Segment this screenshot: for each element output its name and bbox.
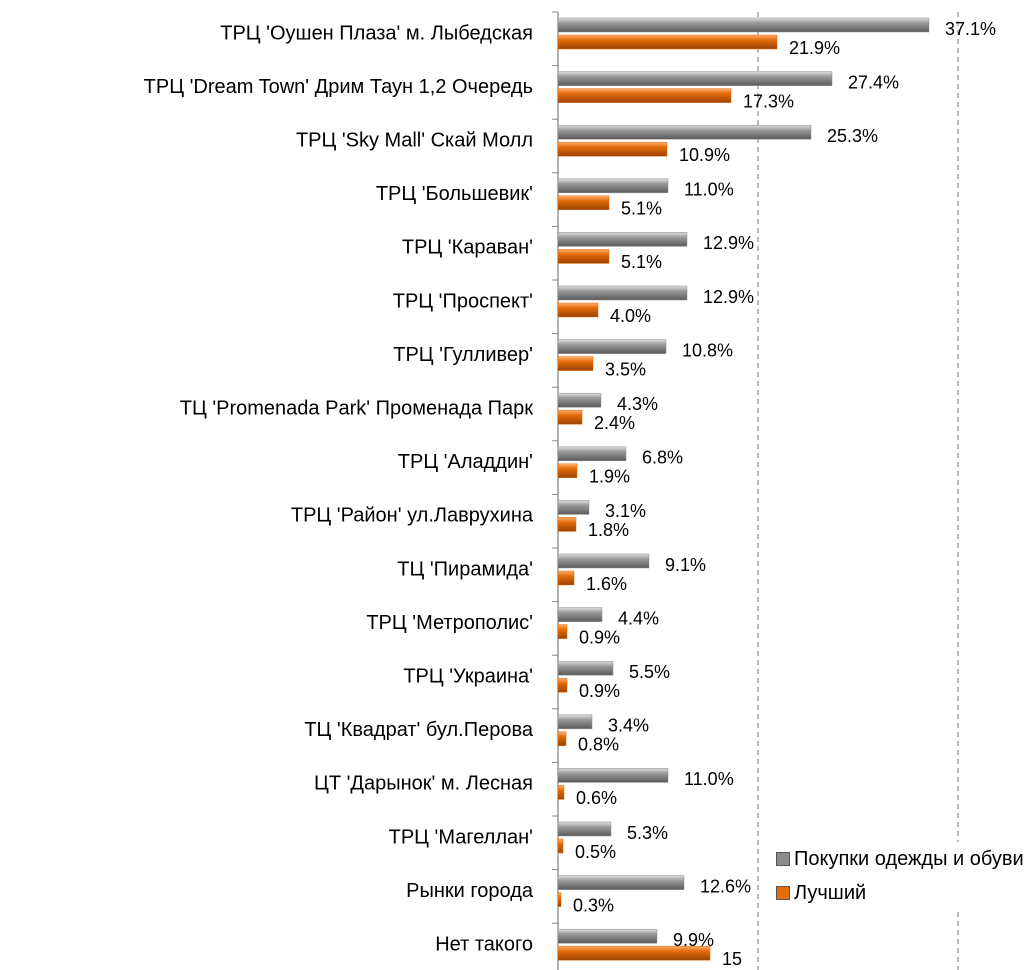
value-label: 0.8%	[578, 735, 619, 755]
category-label: ТРЦ 'Dream Town' Дрим Таун 1,2 Очередь	[144, 76, 533, 98]
legend-label: Покупки одежды и обуви	[794, 848, 1024, 870]
category-label: ТЦ 'Promenada Park' Променада Парк	[180, 397, 533, 419]
category-label: ТЦ 'Квадрат' бул.Перова	[304, 719, 534, 741]
value-label: 11.0%	[684, 769, 734, 789]
category-label: ТРЦ 'Магеллан'	[389, 826, 533, 848]
bar	[557, 356, 594, 371]
value-label: 2.4%	[594, 413, 635, 433]
category-label: ТЦ 'Пирамида'	[397, 558, 533, 580]
category-label: ТРЦ 'Проспект'	[393, 290, 533, 312]
bar	[557, 339, 667, 354]
value-label: 3.5%	[605, 359, 646, 379]
value-label: 3.4%	[608, 716, 649, 736]
value-label: 0.9%	[579, 681, 620, 701]
bar	[557, 34, 778, 50]
bar	[557, 660, 614, 676]
value-label: 1.9%	[589, 467, 630, 487]
bar	[557, 141, 668, 157]
legend-swatch	[776, 886, 790, 900]
category-label: ТРЦ 'Район' ул.Лаврухина	[291, 505, 534, 527]
bar	[557, 875, 685, 890]
bar	[557, 714, 593, 730]
value-label: 0.3%	[573, 895, 614, 915]
value-label: 4.4%	[618, 608, 659, 628]
legend-item: Покупки одежды и обуви	[770, 842, 1032, 876]
value-label: 10.8%	[682, 340, 733, 360]
bar	[557, 553, 650, 569]
legend-swatch	[776, 852, 790, 866]
category-label: ТРЦ 'Большевик'	[376, 183, 533, 205]
value-label: 5.3%	[627, 823, 668, 843]
value-label: 4.0%	[610, 306, 651, 326]
bar	[557, 392, 602, 408]
category-label: ЦТ 'Дарынок' м. Лесная	[314, 773, 533, 795]
category-label: ТРЦ 'Караван'	[402, 237, 533, 259]
category-label: ТРЦ 'Sky Mall' Скай Молл	[296, 129, 533, 151]
bar	[557, 570, 575, 586]
value-label: 0.9%	[579, 627, 620, 647]
bar	[557, 88, 732, 103]
bar	[557, 624, 568, 639]
category-label: Рынки города	[406, 880, 534, 902]
bar	[557, 677, 568, 693]
value-label: 25.3%	[827, 126, 878, 146]
value-label: 4.3%	[617, 394, 658, 414]
value-label: 17.3%	[743, 91, 794, 111]
bar	[557, 302, 599, 318]
value-label: 5.1%	[621, 252, 662, 272]
bar	[557, 195, 610, 211]
legend: Покупки одежды и обуви Лучший	[770, 842, 1032, 910]
value-label: 6.8%	[642, 448, 683, 468]
value-label: 1.8%	[588, 520, 629, 540]
category-label: ТРЦ 'Аладдин'	[398, 451, 533, 473]
value-label: 9.1%	[665, 555, 706, 575]
value-label: 12.9%	[703, 233, 754, 253]
category-label: ТРЦ 'Украина'	[403, 665, 533, 687]
value-label: 12.6%	[700, 876, 751, 896]
bar	[557, 285, 688, 301]
bar	[557, 409, 583, 425]
bar	[557, 463, 578, 479]
bar	[557, 446, 627, 462]
bar	[557, 731, 567, 747]
bar	[557, 928, 658, 944]
value-label: 12.9%	[703, 287, 754, 307]
category-label: ТРЦ 'Метрополис'	[366, 612, 533, 634]
bar	[557, 785, 565, 800]
category-label: ТРЦ 'Оушен Плаза' м. Лыбедская	[220, 22, 533, 44]
value-label: 21.9%	[789, 38, 840, 58]
bar	[557, 838, 564, 854]
bar	[557, 232, 688, 247]
bar	[557, 607, 603, 622]
value-label: 0.6%	[576, 788, 617, 808]
value-label: 27.4%	[848, 72, 899, 92]
value-label: 9.9%	[673, 930, 714, 950]
bar	[557, 945, 711, 961]
value-label: 15	[722, 949, 742, 969]
bar	[557, 17, 930, 33]
bar	[557, 768, 669, 783]
bar	[557, 249, 610, 264]
category-label: Нет такого	[435, 933, 533, 955]
legend-item: Лучший	[770, 876, 1032, 910]
category-label: ТРЦ 'Гулливер'	[393, 344, 533, 366]
value-label: 3.1%	[605, 501, 646, 521]
legend-label: Лучший	[794, 882, 867, 904]
bar	[557, 500, 590, 515]
bar	[557, 71, 833, 86]
value-label: 1.6%	[586, 574, 627, 594]
value-label: 11.0%	[684, 180, 734, 200]
value-label: 0.5%	[575, 842, 616, 862]
bar	[557, 821, 612, 837]
bar	[557, 517, 577, 532]
value-label: 5.5%	[629, 662, 670, 682]
value-label: 5.1%	[621, 199, 662, 219]
value-label: 37.1%	[945, 19, 996, 39]
bar	[557, 178, 669, 194]
bar	[557, 124, 812, 140]
bar	[557, 892, 562, 907]
value-label: 10.9%	[679, 145, 730, 165]
